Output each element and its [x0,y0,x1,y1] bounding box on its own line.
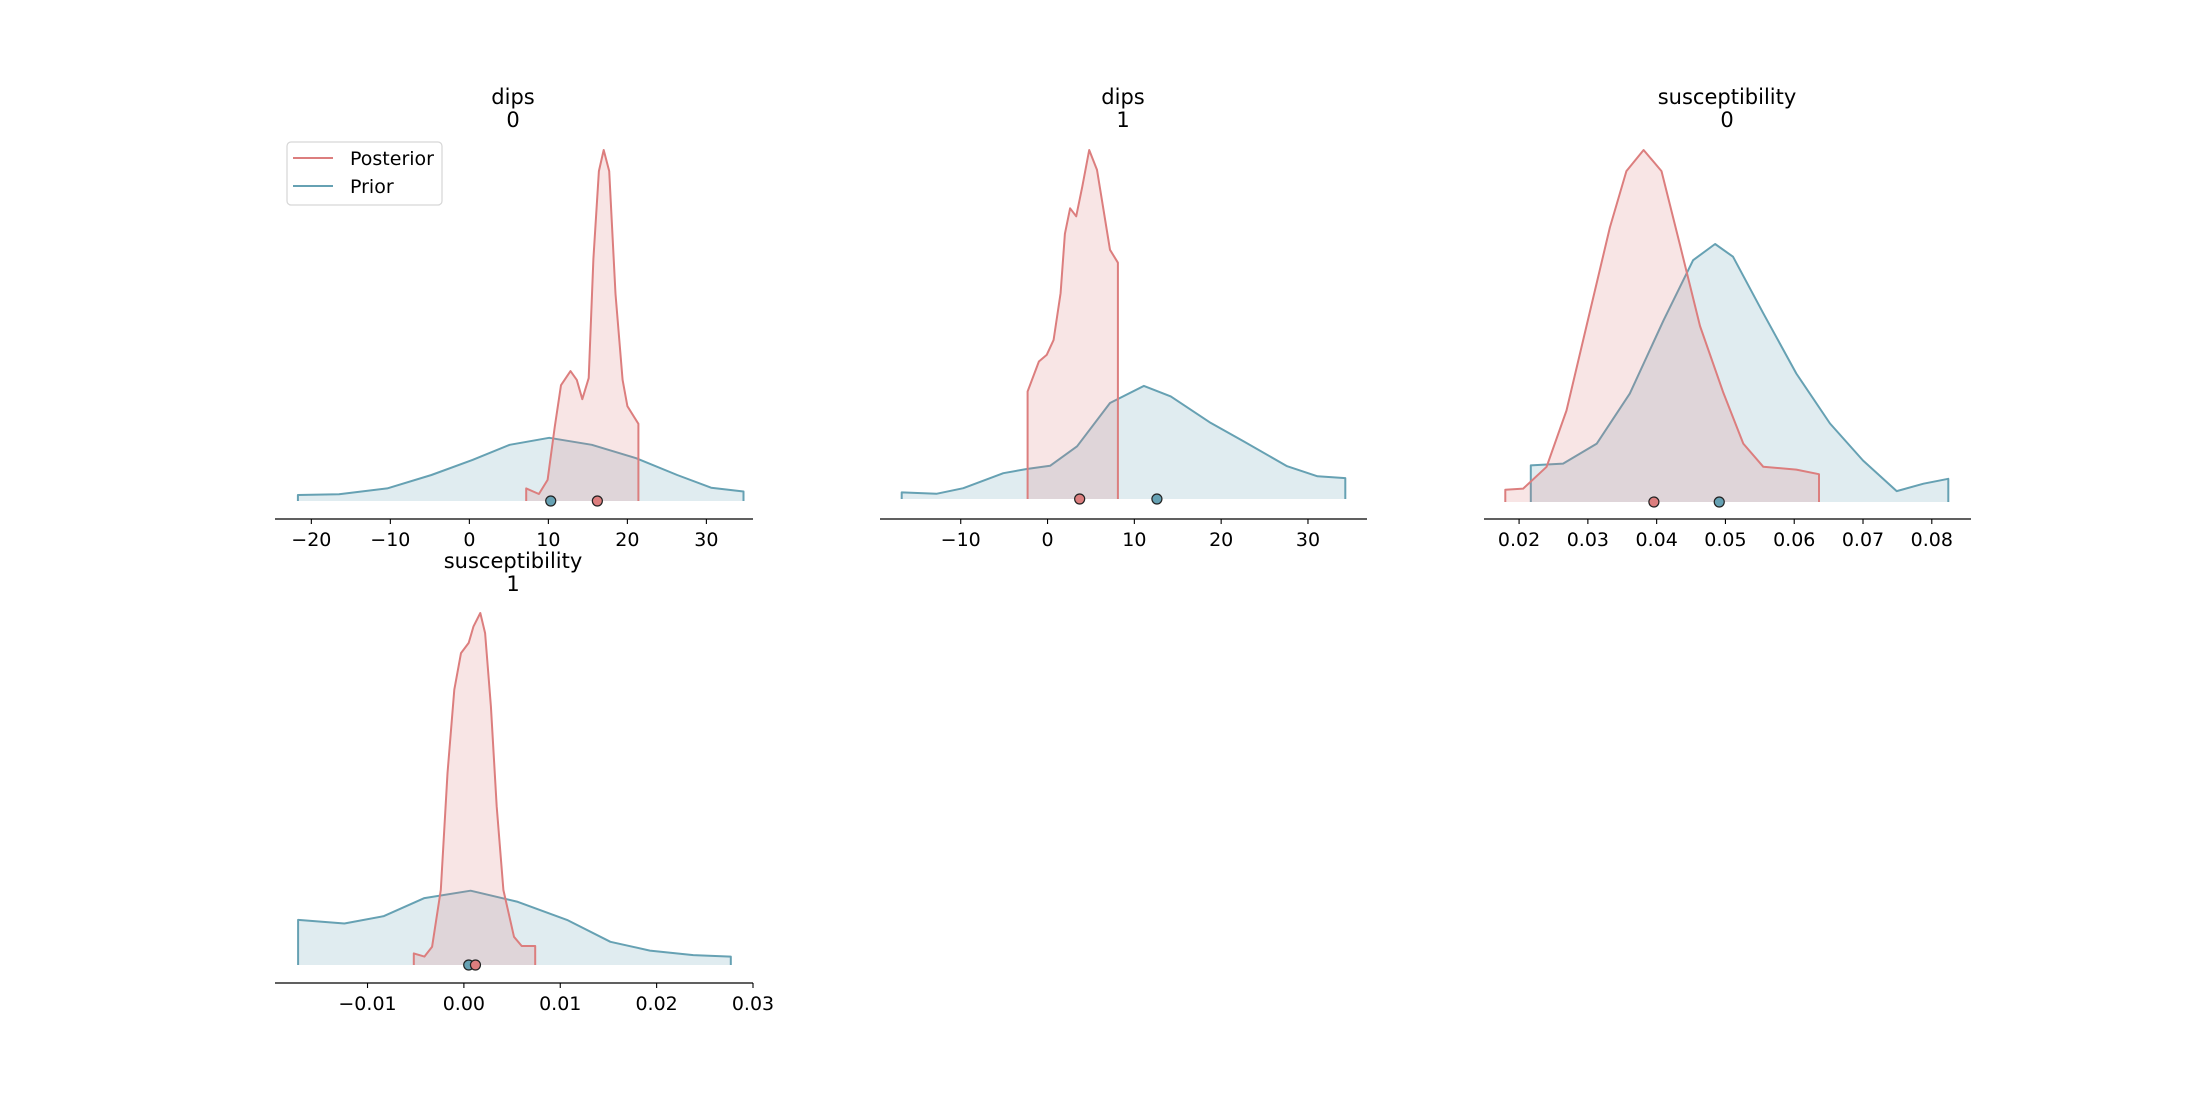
panel-title-index: 1 [1116,108,1129,132]
panel-title-index: 0 [1720,108,1733,132]
prior-density-fill [1530,244,1949,502]
x-tick-label: 0.06 [1773,529,1815,551]
panel-title-var: susceptibility [1658,85,1797,109]
legend-posterior-label: Posterior [350,148,434,170]
posterior-density-fill [526,150,639,501]
x-tick-label: 0 [1041,529,1053,551]
posterior-point-estimate [591,495,603,507]
panel-title-var: susceptibility [444,549,583,573]
panel-title-index: 1 [506,572,519,596]
x-tick-label: 0.02 [1498,529,1540,551]
panel-title-var: dips [1101,85,1144,109]
x-tick-label: 20 [1209,529,1233,551]
prior-density-line [296,436,745,501]
posterior-point-estimate [469,959,482,971]
x-tick-label: 0 [463,529,475,551]
prior-point-estimate [1713,496,1725,508]
posterior-point-estimate [1648,496,1660,508]
x-tick-label: 20 [615,529,639,551]
prior-density-line [1529,243,1950,502]
prior-density-line [900,384,1347,499]
x-tick-label: 0.00 [443,993,485,1015]
panel-title-var: dips [491,85,534,109]
posterior-density-fill [1505,150,1819,502]
x-tick-label: 30 [694,529,718,551]
posterior-density-fill [413,613,536,965]
prior-density-fill [298,890,731,965]
x-tick-label: 0.08 [1911,529,1953,551]
posterior-density-line [412,612,537,965]
prior-density-line [297,889,732,965]
x-tick-label: 0.03 [732,993,774,1015]
prior-point-estimate [1151,493,1163,505]
posterior-point-estimate [1074,493,1086,505]
x-tick-label: −10 [941,529,981,551]
posterior-density-line [525,149,640,501]
x-tick-label: 0.04 [1635,529,1677,551]
legend-prior-label: Prior [350,176,394,198]
x-tick-label: 0.01 [539,993,581,1015]
x-tick-label: −20 [291,529,331,551]
x-tick-label: 0.03 [1567,529,1609,551]
posterior-density-line [1026,149,1119,499]
x-tick-label: 30 [1296,529,1320,551]
x-tick-label: 0.02 [635,993,677,1015]
posterior-density-line [1504,149,1820,502]
prior-density-fill [297,437,744,501]
legend: Posterior Prior [286,141,443,206]
prior-point-estimate [545,495,557,507]
x-tick-label: −0.01 [338,993,396,1015]
x-tick-label: −10 [370,529,410,551]
x-tick-label: 0.07 [1842,529,1884,551]
posterior-density-fill [1027,150,1118,499]
x-tick-label: 0.05 [1704,529,1746,551]
panel-title-index: 0 [506,108,519,132]
x-tick-label: 10 [1122,529,1146,551]
x-tick-label: 10 [536,529,560,551]
prior-density-fill [901,385,1346,499]
